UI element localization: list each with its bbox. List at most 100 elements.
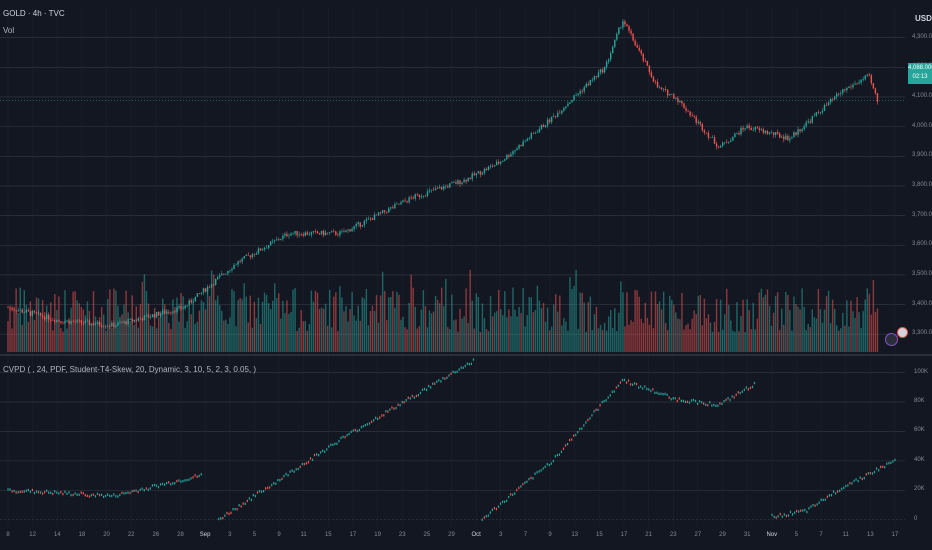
indicator-mark [78,493,80,496]
indicator-mark [348,432,350,436]
indicator-mark [605,399,607,402]
time-tick-label: 23 [398,532,406,538]
dividend-icon[interactable] [885,333,898,346]
candle-body [573,95,575,100]
volume-label[interactable]: Vol [3,26,15,35]
time-tick-label: 11 [842,532,849,538]
indicator-mark [434,382,436,385]
indicator-mark [686,400,689,404]
price-tick-label: 3,700.000 [912,211,932,218]
volume-bar [430,313,433,352]
currency-label[interactable]: USD [915,14,932,23]
candle-body [432,189,435,191]
price-tick-label: 3,500.000 [912,270,932,277]
candle-body [789,138,791,141]
last-price-tag: 4,088.000 02:13 [908,63,932,84]
volume-bar [451,294,453,352]
candle-body [795,132,797,135]
volume-bar [347,321,349,352]
volume-bar [102,314,105,352]
candle-body [746,125,748,129]
candle-body [396,203,398,205]
candle-body [412,197,414,199]
indicator-mark [19,490,21,494]
volume-bar [278,293,280,352]
indicator-mark [779,512,781,516]
volume-bar [774,295,777,352]
indicator-mark [338,439,340,443]
candle-body [679,100,681,103]
candle-body [333,231,335,232]
indicator-mark [886,462,888,465]
flag-icon[interactable] [897,327,908,338]
candle-body [371,218,374,221]
volume-bar [212,274,215,352]
indicator-mark [17,491,19,494]
volume-bar [719,299,722,352]
volume-bar [115,290,117,352]
indicator-mark [745,386,747,389]
indicator-mark [256,491,259,494]
candle-body [418,194,421,198]
candle-body [589,80,592,86]
volume-bar [255,318,258,352]
candle-body [660,87,663,90]
indicator-mark [501,500,504,503]
candle-body [774,132,777,135]
candle-body [713,137,716,144]
volume-bar [453,320,455,352]
indicator-mark [277,478,279,482]
volume-bar [632,321,634,352]
indicator-mark [33,491,36,495]
volume-bar [821,322,824,352]
indicator-mark [129,491,131,495]
pane-divider[interactable] [0,354,932,356]
indicator-mark [76,493,78,496]
symbol-title[interactable]: GOLD · 4h · TVC [3,9,65,18]
candle-body [640,50,642,54]
volume-bar [465,288,467,352]
volume-bar [176,297,178,352]
indicator-mark [654,391,656,395]
indicator-mark [847,484,849,487]
candle-body [559,112,561,114]
volume-bar [805,329,807,352]
volume-bar [25,304,28,352]
candle-body [377,212,380,216]
indicator-mark [352,429,354,432]
volume-bar [758,292,761,352]
indicator-mark [70,493,72,497]
volume-bar [219,305,221,352]
volume-bar [567,330,569,352]
candle-body [324,232,327,236]
volume-bar [709,322,712,352]
indicator-mark [783,513,785,516]
indicator-mark [741,390,743,393]
indicator-mark [182,479,184,483]
candle-body [522,141,524,147]
indicator-mark [791,513,794,516]
indicator-mark [315,453,318,456]
volume-bar [528,297,530,352]
candle-body [783,136,785,140]
candle-body [848,86,850,88]
candle-body [866,74,868,76]
volume-bar [705,318,708,352]
candle-body [548,119,551,123]
volume-bar [206,291,209,352]
volume-bar [813,317,816,352]
indicator-mark [818,501,820,504]
volume-bar [237,299,239,352]
time-tick-label: 29 [719,532,726,538]
volume-bar [66,328,68,352]
indicator-mark [674,397,676,400]
indicator-mark [246,499,248,503]
volume-bar [339,286,341,352]
volume-bar [386,320,388,352]
volume-bar [817,288,820,352]
volume-bar [597,328,600,352]
indicator-label[interactable]: CVPD ( , 24, PDF, Student-T4-Skew, 20, D… [3,365,256,374]
volume-bar [72,291,74,352]
